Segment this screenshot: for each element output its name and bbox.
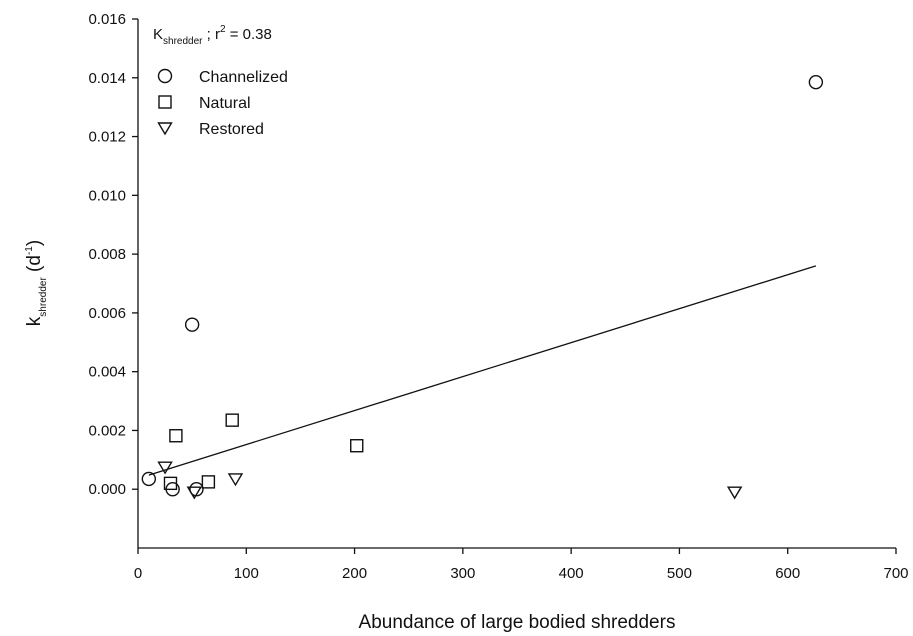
y-tick-label: 0.012 <box>88 129 126 146</box>
y-tick-label: 0.004 <box>88 364 126 381</box>
ticks: 0 100 200 300 400 500 600 700 0.000 0.002 0.004 0.0… <box>88 11 908 582</box>
x-tick-label: 700 <box>883 565 908 582</box>
axes <box>137 19 896 549</box>
x-tick-label: 600 <box>775 565 800 582</box>
legend-label-restored: Restored <box>199 121 264 138</box>
r2-mid: ; r <box>202 26 220 43</box>
r2-k-sub: shredder <box>163 36 203 47</box>
y-axis-title-unit-close: ) <box>24 240 45 246</box>
r2-value: = 0.38 <box>226 26 272 43</box>
legend-label-channelized: Channelized <box>199 69 288 86</box>
restored-point <box>186 486 203 500</box>
r2-k: K <box>153 26 163 43</box>
natural-point <box>163 476 178 491</box>
legend: Channelized Natural Restored <box>157 68 288 138</box>
y-tick-label: 0.000 <box>88 481 126 498</box>
y-tick-label: 0.006 <box>88 305 126 322</box>
restored-point <box>726 486 743 500</box>
y-tick-label: 0.008 <box>88 246 126 263</box>
y-axis-title-unit-open: (d <box>24 255 45 277</box>
restored-point <box>227 473 244 487</box>
x-axis-title: Abundance of large bodied shredders <box>359 612 676 633</box>
legend-marker-restored <box>157 122 173 136</box>
natural-point <box>201 475 216 489</box>
x-tick-label: 500 <box>667 565 692 582</box>
restored-point <box>157 461 173 475</box>
x-tick-label: 300 <box>450 565 475 582</box>
channelized-point <box>141 471 157 487</box>
natural-point <box>169 429 183 443</box>
fit-line-group <box>148 265 817 476</box>
channelized-point <box>808 74 824 90</box>
x-tick-label: 400 <box>559 565 584 582</box>
y-tick-label: 0.014 <box>88 70 126 87</box>
x-tick-label: 200 <box>342 565 367 582</box>
y-axis-title-unit-sup: -1 <box>24 246 35 255</box>
r2-annotation: Kshredder ; r2 = 0.38 <box>153 24 272 47</box>
y-axis-title-main: k <box>24 316 45 326</box>
y-tick-label: 0.002 <box>88 422 126 439</box>
y-axis-title-sub: shredder <box>38 277 49 317</box>
legend-marker-natural <box>158 95 172 109</box>
y-tick-label: 0.010 <box>88 187 126 204</box>
r2-sup: 2 <box>220 24 226 35</box>
y-tick-label: 0.016 <box>88 11 126 28</box>
regression-line <box>148 265 817 476</box>
x-tick-label: 0 <box>134 565 142 582</box>
data-marks <box>141 74 824 500</box>
natural-point <box>225 413 239 427</box>
channelized-point <box>184 317 200 332</box>
y-axis-title: kshredder (d-1) <box>24 240 49 326</box>
x-tick-label: 100 <box>234 565 259 582</box>
natural-point <box>350 439 364 453</box>
legend-marker-channelized <box>157 68 173 84</box>
legend-label-natural: Natural <box>199 95 251 112</box>
